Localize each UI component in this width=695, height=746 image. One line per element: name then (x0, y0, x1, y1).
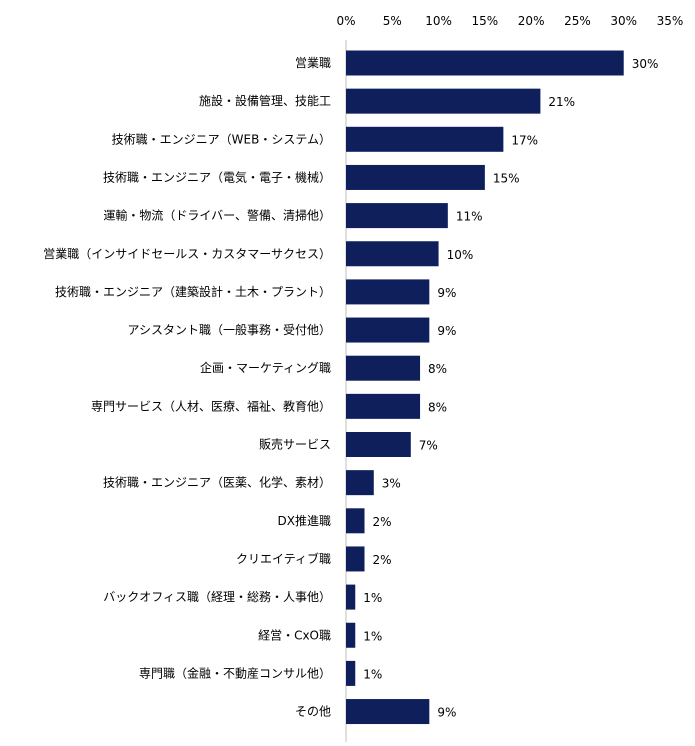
category-label: 技術職・エンジニア（建築設計・土木・プラント） (55, 284, 331, 299)
bar (346, 508, 365, 534)
data-label: 2% (373, 553, 392, 567)
x-tick-label: 20% (518, 14, 545, 28)
data-label: 15% (493, 171, 520, 185)
category-label: その他 (295, 705, 331, 719)
category-label: 技術職・エンジニア（WEB・システム） (112, 132, 331, 146)
category-label: 専門サービス（人材、医療、福祉、教育他） (91, 398, 331, 413)
x-tick-label: 25% (564, 14, 591, 28)
category-label: DX推進職 (278, 514, 331, 528)
category-label: 施設・設備管理、技能工 (199, 93, 331, 108)
category-label: 専門職（金融・不動産コンサル他） (139, 665, 331, 680)
data-label: 2% (373, 515, 392, 529)
bar (346, 203, 448, 229)
category-label: 技術職・エンジニア（電気・電子・機械） (103, 169, 331, 184)
bar (346, 355, 421, 381)
bar (346, 584, 356, 610)
category-label: 経営・CxO職 (258, 628, 331, 642)
bar (346, 470, 374, 496)
category-label: 技術職・エンジニア（医薬、化学、素材） (103, 475, 331, 490)
category-label: 企画・マーケティング職 (200, 360, 331, 375)
x-tick-label: 0% (336, 14, 355, 28)
x-tick-label: 15% (472, 14, 499, 28)
bar (346, 546, 365, 572)
bar (346, 50, 624, 76)
data-label: 1% (363, 667, 382, 681)
x-tick-label: 5% (383, 14, 402, 28)
x-tick-label: 35% (657, 14, 684, 28)
data-label: 9% (437, 286, 456, 300)
data-label: 10% (447, 248, 474, 262)
category-label: 営業職 (295, 56, 331, 70)
bar (346, 164, 485, 190)
data-label: 1% (363, 591, 382, 605)
category-label: バックオフィス職（経理・総務・人事他） (103, 590, 331, 604)
data-label: 8% (428, 400, 447, 414)
data-label: 9% (437, 324, 456, 338)
data-label: 7% (419, 439, 438, 453)
category-label: クリエイティブ職 (236, 551, 331, 566)
category-label: アシスタント職（一般事務・受付他） (127, 322, 331, 337)
data-label: 8% (428, 362, 447, 376)
bar (346, 393, 421, 419)
bar (346, 622, 356, 648)
data-label: 1% (363, 629, 382, 643)
category-label: 営業職（インサイドセールス・カスタマーサクセス） (43, 247, 331, 261)
bar (346, 432, 411, 457)
x-tick-label: 10% (425, 14, 452, 28)
data-label: 30% (632, 57, 659, 71)
bar (346, 660, 356, 686)
bar (346, 88, 541, 114)
category-label: 販売サービス (259, 437, 331, 452)
x-tick-label: 30% (610, 14, 637, 28)
data-label: 21% (548, 95, 575, 109)
data-label: 9% (437, 706, 456, 720)
data-label: 17% (511, 133, 538, 147)
bar (346, 699, 430, 725)
bar (346, 317, 430, 343)
bar (346, 279, 430, 305)
category-label: 運輸・物流（ドライバー、警備、清掃他） (103, 208, 331, 223)
bar (346, 126, 504, 152)
data-label: 11% (456, 210, 483, 224)
data-label: 3% (382, 477, 401, 491)
bar (346, 241, 439, 267)
